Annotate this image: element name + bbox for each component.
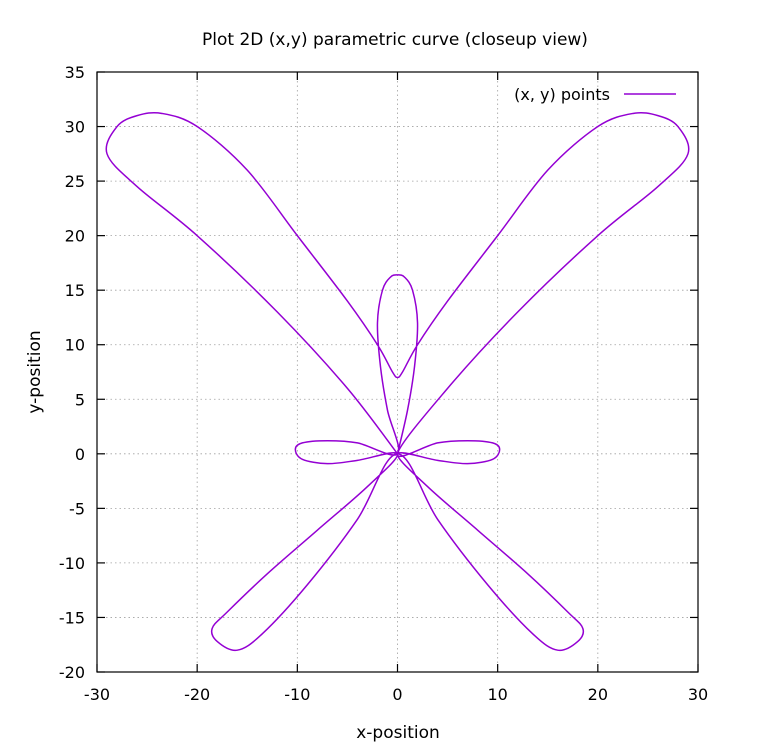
y-tick-label: -5 [69, 499, 85, 518]
ticks-layer: -30 -20 -10 0 10 20 30 -20 -15 -10 -5 0 5 10 15 20 25 30 3… [59, 63, 708, 704]
y-tick-label: 10 [65, 336, 85, 355]
y-tick-label: 0 [75, 445, 85, 464]
y-tick-label: -15 [59, 608, 85, 627]
x-tick-label: -30 [84, 685, 110, 704]
grid-layer [97, 72, 698, 672]
x-tick-label: 10 [487, 685, 507, 704]
chart-title: Plot 2D (x,y) parametric curve (closeup … [202, 30, 588, 50]
y-tick-label: 15 [65, 281, 85, 300]
y-tick-label: 30 [65, 118, 85, 137]
x-tick-label: -20 [184, 685, 210, 704]
y-tick-label: -20 [59, 663, 85, 682]
y-axis-label: y-position [25, 330, 45, 413]
series-line [105, 111, 690, 652]
y-tick-label: 35 [65, 63, 85, 82]
legend: (x, y) points [514, 85, 676, 104]
x-tick-label: 30 [688, 685, 708, 704]
legend-label: (x, y) points [514, 85, 610, 104]
plot-layer [105, 111, 690, 652]
y-tick-label: 25 [65, 172, 85, 191]
y-tick-label: 20 [65, 227, 85, 246]
x-tick-label: 20 [588, 685, 608, 704]
y-tick-label: -10 [59, 554, 85, 573]
x-tick-label: -10 [284, 685, 310, 704]
y-tick-label: 5 [75, 390, 85, 409]
x-tick-label: 0 [392, 685, 402, 704]
x-axis-label: x-position [356, 723, 440, 743]
